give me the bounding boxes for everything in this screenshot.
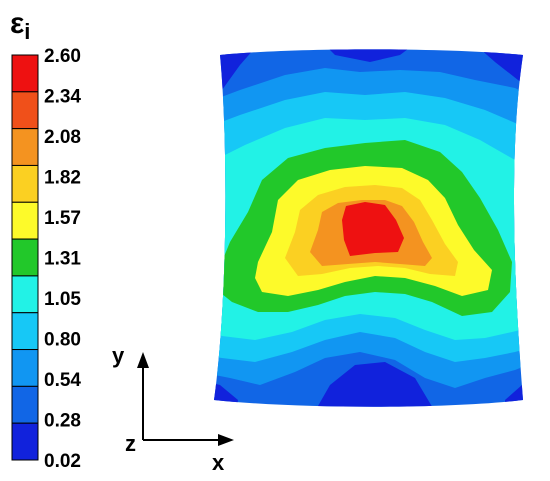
- contour-level-0-bottom-right: [505, 375, 523, 407]
- legend-tick-label: 0.28: [44, 411, 81, 432]
- legend-band-1: [11, 91, 39, 130]
- legend-tick-label: 2.34: [44, 87, 81, 108]
- legend-tick-label: 2.08: [44, 127, 81, 148]
- legend-band-0: [11, 54, 39, 93]
- y-axis-arrowhead: [137, 352, 149, 368]
- legend-band-7: [11, 312, 39, 351]
- legend-colorbar: [11, 54, 39, 461]
- contour-level-0-top-center: [320, 49, 420, 62]
- y-axis-label: y: [112, 343, 125, 368]
- contour-level-9-region: [342, 202, 404, 256]
- legend-symbol: εi: [10, 7, 30, 44]
- legend-tick-label: 1.57: [44, 208, 81, 229]
- legend-band-9: [11, 385, 39, 424]
- x-axis-label: x: [212, 450, 225, 475]
- legend-tick-label: 2.60: [44, 46, 81, 67]
- legend-band-4: [11, 201, 39, 240]
- legend-tick-labels: 2.60 2.34 2.08 1.82 1.57 1.31 1.05 0.80 0.54 0.28…: [44, 46, 81, 472]
- legend-band-8: [11, 349, 39, 387]
- legend-tick-label: 0.02: [44, 451, 81, 472]
- z-axis-label: z: [125, 431, 136, 456]
- legend-tick-label: 1.05: [44, 289, 81, 310]
- legend-symbol-base: ε: [10, 7, 24, 40]
- axis-triad: y z x: [112, 343, 234, 475]
- x-axis-arrowhead: [218, 434, 234, 446]
- legend-tick-label: 1.31: [44, 249, 81, 270]
- legend-band-6: [11, 275, 39, 314]
- legend-band-10: [11, 422, 39, 461]
- legend-tick-label: 1.82: [44, 168, 81, 189]
- legend-band-5: [11, 238, 39, 277]
- legend-symbol-subscript: i: [24, 19, 30, 44]
- legend-band-2: [11, 128, 39, 166]
- contour-level-0-bottom-left: [214, 380, 238, 407]
- legend-tick-label: 0.54: [44, 370, 81, 391]
- legend-tick-label: 0.80: [44, 330, 81, 351]
- contour-plot: [214, 49, 523, 407]
- contour-level-0-bottom-center: [310, 362, 440, 407]
- legend-band-3: [11, 164, 39, 203]
